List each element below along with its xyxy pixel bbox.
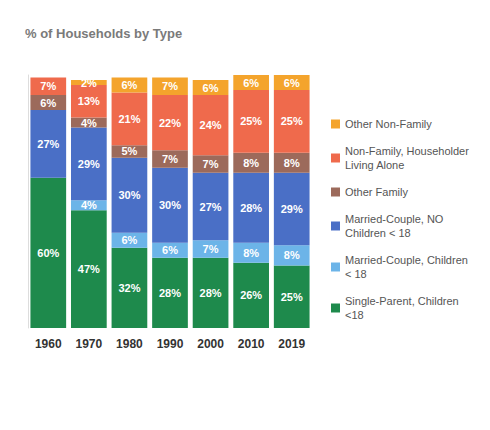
svg-text:27%: 27% (37, 138, 59, 150)
svg-text:24%: 24% (200, 119, 222, 131)
svg-text:Other Family: Other Family (345, 186, 408, 198)
svg-text:Living Alone: Living Alone (345, 159, 404, 171)
svg-text:1980: 1980 (116, 337, 143, 351)
svg-text:Other Non-Family: Other Non-Family (345, 118, 432, 130)
svg-text:2%: 2% (81, 77, 97, 89)
svg-text:7%: 7% (203, 158, 219, 170)
svg-text:26%: 26% (240, 289, 262, 301)
svg-text:8%: 8% (284, 249, 300, 261)
svg-text:7%: 7% (40, 80, 56, 92)
svg-text:6%: 6% (121, 234, 137, 246)
svg-text:4%: 4% (81, 117, 97, 129)
svg-text:7%: 7% (162, 153, 178, 165)
svg-text:32%: 32% (118, 282, 140, 294)
svg-text:25%: 25% (281, 115, 303, 127)
svg-text:1990: 1990 (157, 337, 184, 351)
svg-text:6%: 6% (284, 77, 300, 89)
svg-text:% of Households by Type: % of Households by Type (25, 26, 182, 41)
svg-text:30%: 30% (118, 189, 140, 201)
svg-text:Non-Family, Householder: Non-Family, Householder (345, 145, 472, 157)
svg-text:47%: 47% (78, 263, 100, 275)
svg-text:7%: 7% (162, 80, 178, 92)
svg-text:22%: 22% (159, 117, 181, 129)
svg-text:6%: 6% (40, 97, 56, 109)
svg-text:< 18: < 18 (345, 268, 367, 280)
svg-text:6%: 6% (162, 244, 178, 256)
svg-text:Children < 18: Children < 18 (345, 227, 411, 239)
svg-text:27%: 27% (200, 201, 222, 213)
svg-text:1970: 1970 (76, 337, 103, 351)
svg-text:Married-Couple, NO: Married-Couple, NO (345, 213, 446, 225)
svg-text:Married-Couple, Children: Married-Couple, Children (345, 254, 471, 266)
svg-text:2000: 2000 (197, 337, 224, 351)
svg-text:8%: 8% (243, 247, 259, 259)
svg-text:25%: 25% (281, 291, 303, 303)
svg-text:6%: 6% (243, 77, 259, 89)
svg-text:2010: 2010 (238, 337, 265, 351)
svg-text:28%: 28% (159, 287, 181, 299)
svg-text:5%: 5% (121, 145, 137, 157)
svg-text:2019: 2019 (278, 337, 305, 351)
svg-text:8%: 8% (284, 157, 300, 169)
svg-text:30%: 30% (159, 199, 181, 211)
svg-text:4%: 4% (81, 199, 97, 211)
svg-text:<18: <18 (345, 309, 364, 321)
svg-text:6%: 6% (121, 79, 137, 91)
svg-text:6%: 6% (203, 82, 219, 94)
svg-text:29%: 29% (78, 158, 100, 170)
svg-text:60%: 60% (37, 247, 59, 259)
svg-text:1960: 1960 (35, 337, 62, 351)
svg-text:29%: 29% (281, 203, 303, 215)
svg-text:28%: 28% (200, 287, 222, 299)
svg-text:25%: 25% (240, 115, 262, 127)
svg-text:13%: 13% (78, 95, 100, 107)
svg-text:Single-Parent, Children: Single-Parent, Children (345, 295, 462, 307)
svg-text:8%: 8% (243, 157, 259, 169)
svg-text:7%: 7% (203, 243, 219, 255)
svg-text:21%: 21% (118, 113, 140, 125)
svg-text:28%: 28% (240, 202, 262, 214)
